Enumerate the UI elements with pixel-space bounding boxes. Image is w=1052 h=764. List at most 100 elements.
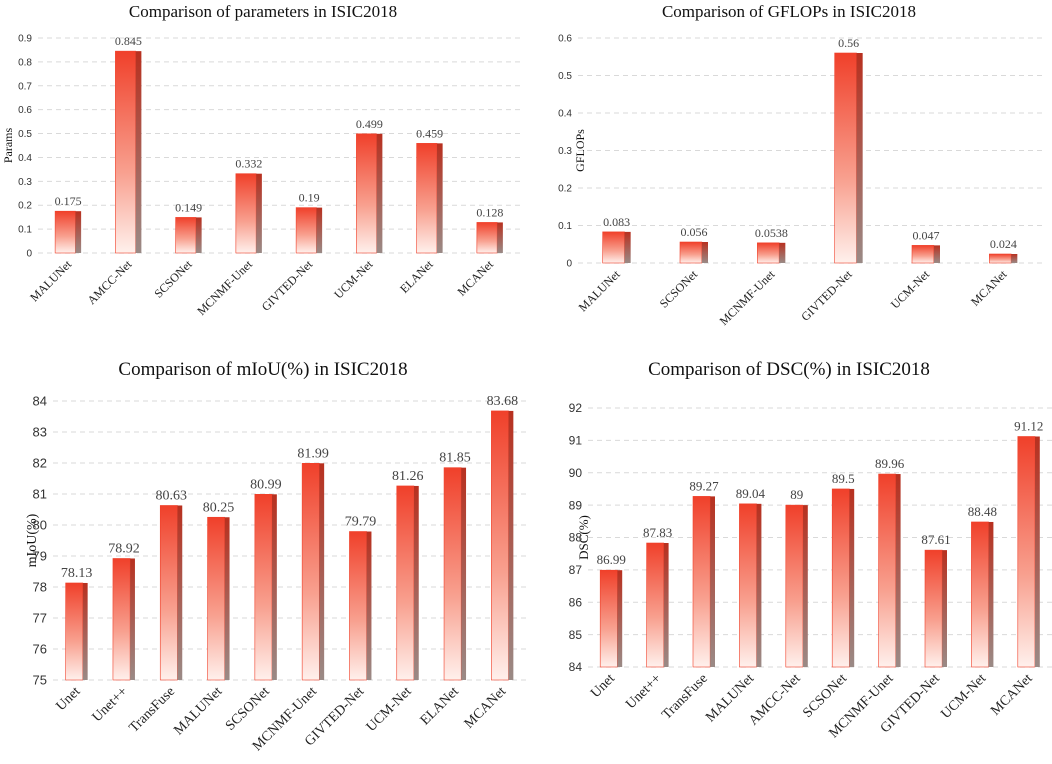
bar <box>1017 436 1036 668</box>
bar <box>785 504 804 668</box>
x-tick-label: UCM-Net <box>364 684 415 735</box>
bar <box>911 245 935 264</box>
y-tick-label: 0.9 <box>18 34 32 45</box>
x-tick-label: Unet <box>54 684 84 714</box>
data-label: 89 <box>790 487 803 502</box>
chart-miou: Comparison of mIoU(%) in ISIC2018 mIoU(%)… <box>0 345 526 759</box>
bar-side <box>497 222 503 253</box>
y-tick-label: 82 <box>33 456 47 471</box>
bar <box>301 463 320 681</box>
x-tick-label: Unet++ <box>90 684 131 725</box>
x-tick-label: MCANet <box>988 671 1036 719</box>
chart-params-svg: Comparison of parameters in ISIC2018 Para… <box>1 2 520 318</box>
y-tick-label: 0.2 <box>18 201 32 212</box>
y-axis-label: mIoU(%) <box>25 513 40 567</box>
y-tick-label: 81 <box>33 487 47 502</box>
bar-side <box>461 467 467 680</box>
chart-miou-svg: Comparison of mIoU(%) in ISIC2018 mIoU(%)… <box>25 359 526 754</box>
bar-side <box>316 207 323 253</box>
bar <box>599 569 618 668</box>
data-label: 81.26 <box>392 469 424 484</box>
bar-side <box>802 505 808 667</box>
bar <box>834 52 857 264</box>
x-tick-label: UCM-Net <box>938 671 989 722</box>
y-axis-label: DSC(%) <box>576 515 591 560</box>
bar <box>254 494 273 681</box>
chart-gflops: Comparison of GFLOPs in ISIC2018 GFLOPs 0 0… <box>526 0 1052 340</box>
x-tick-label: SCSONet <box>657 267 701 311</box>
y-tick-label: 0 <box>26 249 32 260</box>
bar <box>65 582 84 681</box>
data-label: 0.56 <box>838 36 859 50</box>
chart-title: Comparison of DSC(%) in ISIC2018 <box>648 359 930 380</box>
y-tick-label: 91 <box>569 434 583 448</box>
bar <box>602 231 625 264</box>
data-label: 0.149 <box>175 200 202 214</box>
y-tick-label: 0.8 <box>18 57 32 68</box>
bar-side <box>177 505 183 680</box>
bar <box>115 50 136 254</box>
data-label: 0.845 <box>115 34 142 48</box>
y-tick-label: 79 <box>33 549 47 564</box>
bar-side <box>224 517 230 680</box>
y-tick-label: 75 <box>33 673 47 688</box>
bar <box>831 488 850 668</box>
x-tick-label: MCNMF-Unet <box>717 267 778 328</box>
y-tick-label: 92 <box>569 401 583 415</box>
y-tick-label: 80 <box>33 518 47 533</box>
y-tick-label: 78 <box>33 580 47 595</box>
data-label: 91.12 <box>1014 418 1043 433</box>
y-tick-label: 86 <box>569 595 583 609</box>
x-tick-label: SCSONet <box>223 684 273 734</box>
data-label: 88.48 <box>968 504 997 519</box>
data-label: 80.25 <box>203 500 235 515</box>
bar-side <box>130 558 135 680</box>
data-label: 89.96 <box>875 456 905 471</box>
y-axis-label: Params <box>1 128 15 164</box>
bar <box>295 207 317 254</box>
bar <box>692 496 711 668</box>
y-tick-label: 0.3 <box>18 177 32 188</box>
bar <box>491 410 509 681</box>
bar-side <box>895 474 901 667</box>
bar <box>235 173 257 254</box>
data-label: 89.5 <box>832 471 855 486</box>
bar-side <box>135 51 142 254</box>
bar <box>924 549 943 668</box>
bar-side <box>195 217 202 253</box>
bar-side <box>75 211 82 253</box>
data-label: 0.047 <box>913 228 940 242</box>
bar-side <box>988 521 994 667</box>
data-label: 0.0538 <box>755 226 788 240</box>
y-tick-label: 87 <box>569 563 583 577</box>
y-tick-label: 83 <box>33 425 47 440</box>
data-label: 80.63 <box>156 488 188 503</box>
y-tick-label: 0.7 <box>18 81 32 92</box>
y-tick-label: 84 <box>33 394 47 409</box>
chart-title: Comparison of parameters in ISIC2018 <box>129 2 397 21</box>
y-tick-label: 0.5 <box>18 129 32 140</box>
data-label: 0.459 <box>416 126 443 140</box>
data-label: 0.024 <box>990 237 1017 251</box>
bar <box>679 241 703 264</box>
bar-side <box>701 242 708 263</box>
x-tick-label: AMCC-Net <box>85 257 135 307</box>
bar <box>757 242 780 264</box>
bar-side <box>856 53 863 263</box>
bar <box>396 485 415 681</box>
data-label: 79.79 <box>345 515 377 530</box>
bar <box>878 473 897 668</box>
bar <box>443 467 462 681</box>
y-tick-label: 84 <box>569 660 583 674</box>
chart-params: Comparison of parameters in ISIC2018 Para… <box>0 0 526 340</box>
data-label: 87.61 <box>921 532 950 547</box>
data-label: 87.83 <box>643 525 672 540</box>
data-label: 81.99 <box>297 446 329 461</box>
x-tick-label: Unet <box>588 671 618 701</box>
x-tick-label: SCSONet <box>151 257 195 301</box>
x-tick-label: MCNMF-Unet <box>194 257 255 318</box>
bar <box>207 516 226 681</box>
x-tick-label: MALUNet <box>576 267 624 315</box>
bar-side <box>617 570 623 667</box>
x-tick-label: MALUNet <box>27 257 75 305</box>
